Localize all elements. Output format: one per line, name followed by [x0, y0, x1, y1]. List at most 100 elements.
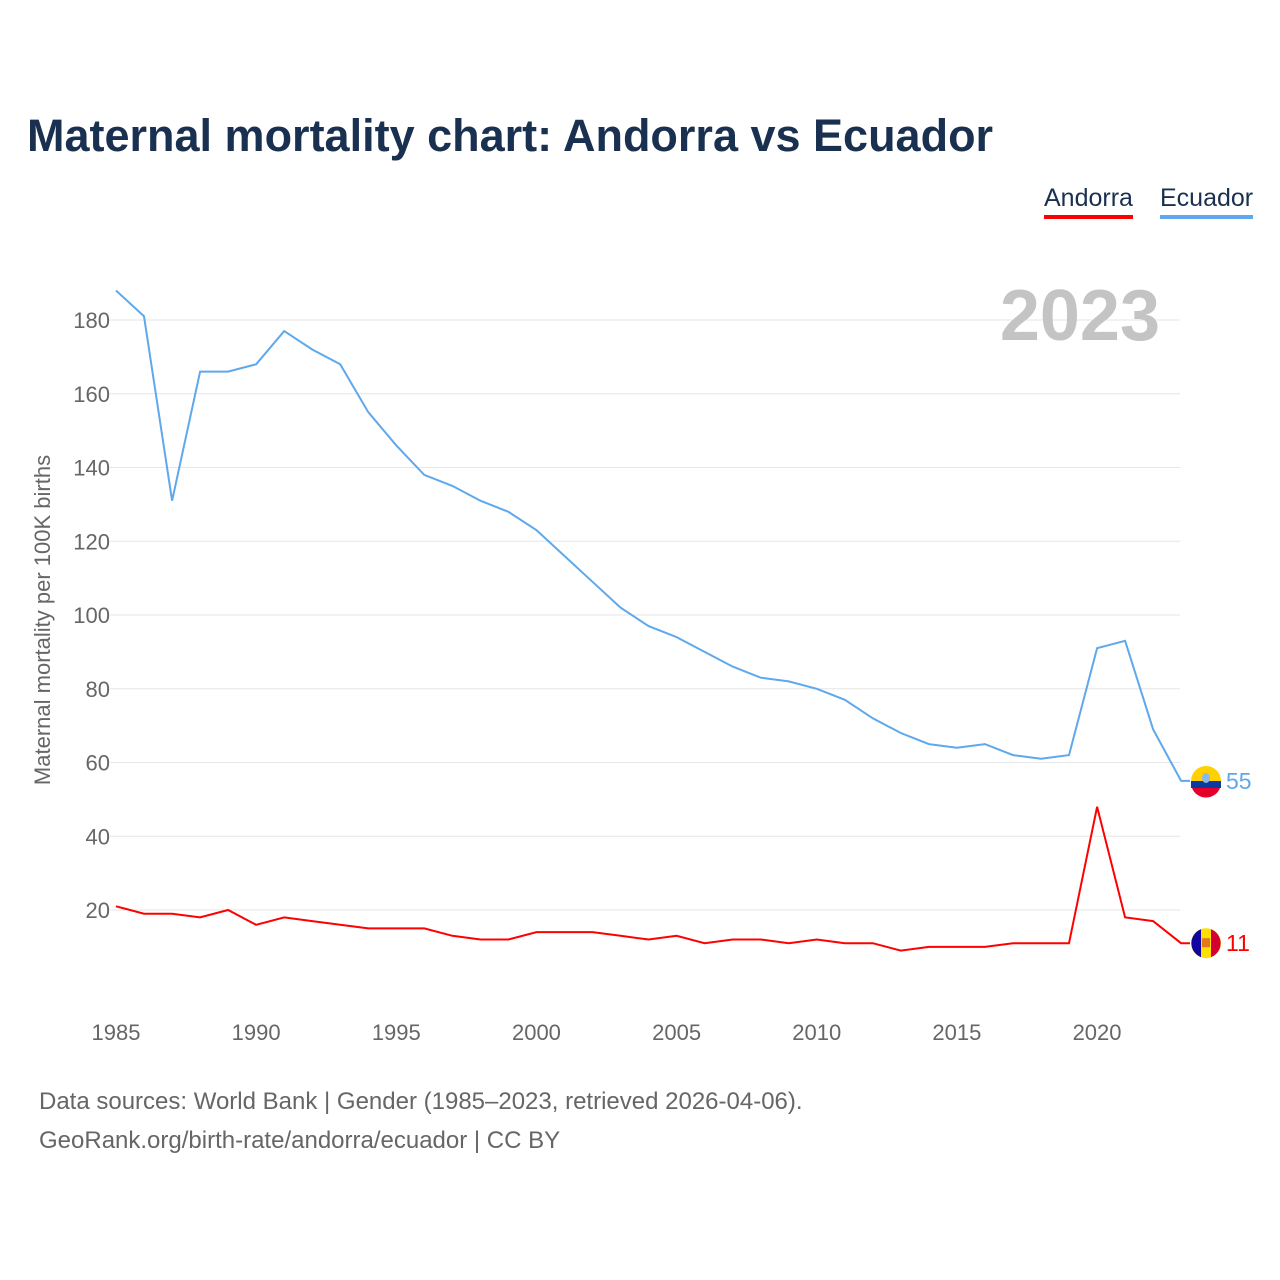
data-point	[534, 930, 538, 934]
data-point	[422, 926, 426, 930]
data-point	[1039, 757, 1043, 761]
data-point	[282, 915, 286, 919]
data-point	[647, 938, 651, 942]
y-tick-label: 180	[73, 308, 110, 333]
data-point	[983, 742, 987, 746]
data-point	[1011, 753, 1015, 757]
data-point	[226, 908, 230, 912]
data-point	[254, 923, 258, 927]
data-point	[366, 926, 370, 930]
data-point	[142, 314, 146, 318]
y-tick-label: 20	[86, 898, 110, 923]
data-point	[787, 941, 791, 945]
data-point	[871, 716, 875, 720]
data-point	[899, 949, 903, 953]
x-tick-label: 2010	[792, 1020, 841, 1045]
data-point	[338, 362, 342, 366]
data-point	[759, 676, 763, 680]
data-point	[619, 606, 623, 610]
x-tick-label: 2020	[1073, 1020, 1122, 1045]
data-point	[787, 679, 791, 683]
data-point	[591, 930, 595, 934]
data-point	[394, 443, 398, 447]
legend-ecuador[interactable]: Ecuador	[1160, 184, 1254, 219]
x-tick-label: 1985	[92, 1020, 141, 1045]
end-value-label: 55	[1226, 768, 1252, 794]
data-point	[562, 930, 566, 934]
footer-source: Data sources: World Bank | Gender (1985–…	[39, 1088, 803, 1115]
data-point	[226, 370, 230, 374]
data-point	[1151, 919, 1155, 923]
data-point	[1095, 646, 1099, 650]
year-label: 2023	[1000, 276, 1160, 356]
data-point	[450, 934, 454, 938]
data-point	[366, 410, 370, 414]
flag-stripe	[1211, 929, 1221, 958]
data-point	[422, 473, 426, 477]
footer-link[interactable]: GeoRank.org/birth-rate/andorra/ecuador |…	[39, 1127, 561, 1154]
y-tick-label: 60	[86, 751, 110, 776]
data-point	[759, 938, 763, 942]
data-point	[1179, 941, 1183, 945]
data-point	[647, 624, 651, 628]
data-point	[731, 665, 735, 669]
data-point	[591, 580, 595, 584]
legend-andorra[interactable]: Andorra	[1044, 184, 1133, 219]
y-tick-label: 100	[73, 603, 110, 628]
data-point	[675, 635, 679, 639]
y-tick-label: 80	[86, 677, 110, 702]
data-point	[1067, 753, 1071, 757]
y-tick-label: 40	[86, 824, 110, 849]
x-tick-label: 2000	[512, 1020, 561, 1045]
data-point	[310, 919, 314, 923]
data-point	[843, 698, 847, 702]
flag-stripe	[1192, 787, 1220, 798]
flag-emblem	[1202, 938, 1210, 948]
data-point	[1095, 805, 1099, 809]
data-point	[170, 912, 174, 916]
data-point	[1039, 941, 1043, 945]
data-point	[198, 370, 202, 374]
data-point	[562, 554, 566, 558]
data-point	[506, 938, 510, 942]
data-point	[1151, 727, 1155, 731]
x-tick-label: 1990	[232, 1020, 281, 1045]
data-point	[619, 934, 623, 938]
y-tick-label: 120	[73, 529, 110, 554]
series-line-andorra	[115, 806, 1190, 952]
data-point	[1123, 915, 1127, 919]
data-point	[1123, 639, 1127, 643]
data-point	[955, 746, 959, 750]
data-point	[843, 941, 847, 945]
data-point	[450, 484, 454, 488]
series-line-ecuador	[115, 289, 1190, 782]
data-point	[142, 912, 146, 916]
x-tick-label: 2015	[932, 1020, 981, 1045]
data-point	[1179, 779, 1183, 783]
data-point	[983, 945, 987, 949]
flag-emblem	[1202, 772, 1210, 783]
data-point	[731, 938, 735, 942]
y-tick-label: 160	[73, 382, 110, 407]
data-point	[394, 926, 398, 930]
data-point	[170, 499, 174, 503]
data-point	[478, 938, 482, 942]
data-point	[534, 528, 538, 532]
data-point	[254, 362, 258, 366]
data-point	[310, 348, 314, 352]
chart-title: Maternal mortality chart: Andorra vs Ecu…	[27, 110, 994, 161]
data-point	[703, 650, 707, 654]
x-tick-label: 1995	[372, 1020, 421, 1045]
data-point	[114, 904, 118, 908]
data-point	[955, 945, 959, 949]
data-point	[1011, 941, 1015, 945]
end-value-label: 11	[1226, 930, 1250, 956]
data-point	[703, 941, 707, 945]
data-point	[899, 731, 903, 735]
y-tick-label: 140	[73, 456, 110, 481]
data-point	[282, 329, 286, 333]
data-point	[675, 934, 679, 938]
data-point	[338, 923, 342, 927]
data-point	[815, 687, 819, 691]
